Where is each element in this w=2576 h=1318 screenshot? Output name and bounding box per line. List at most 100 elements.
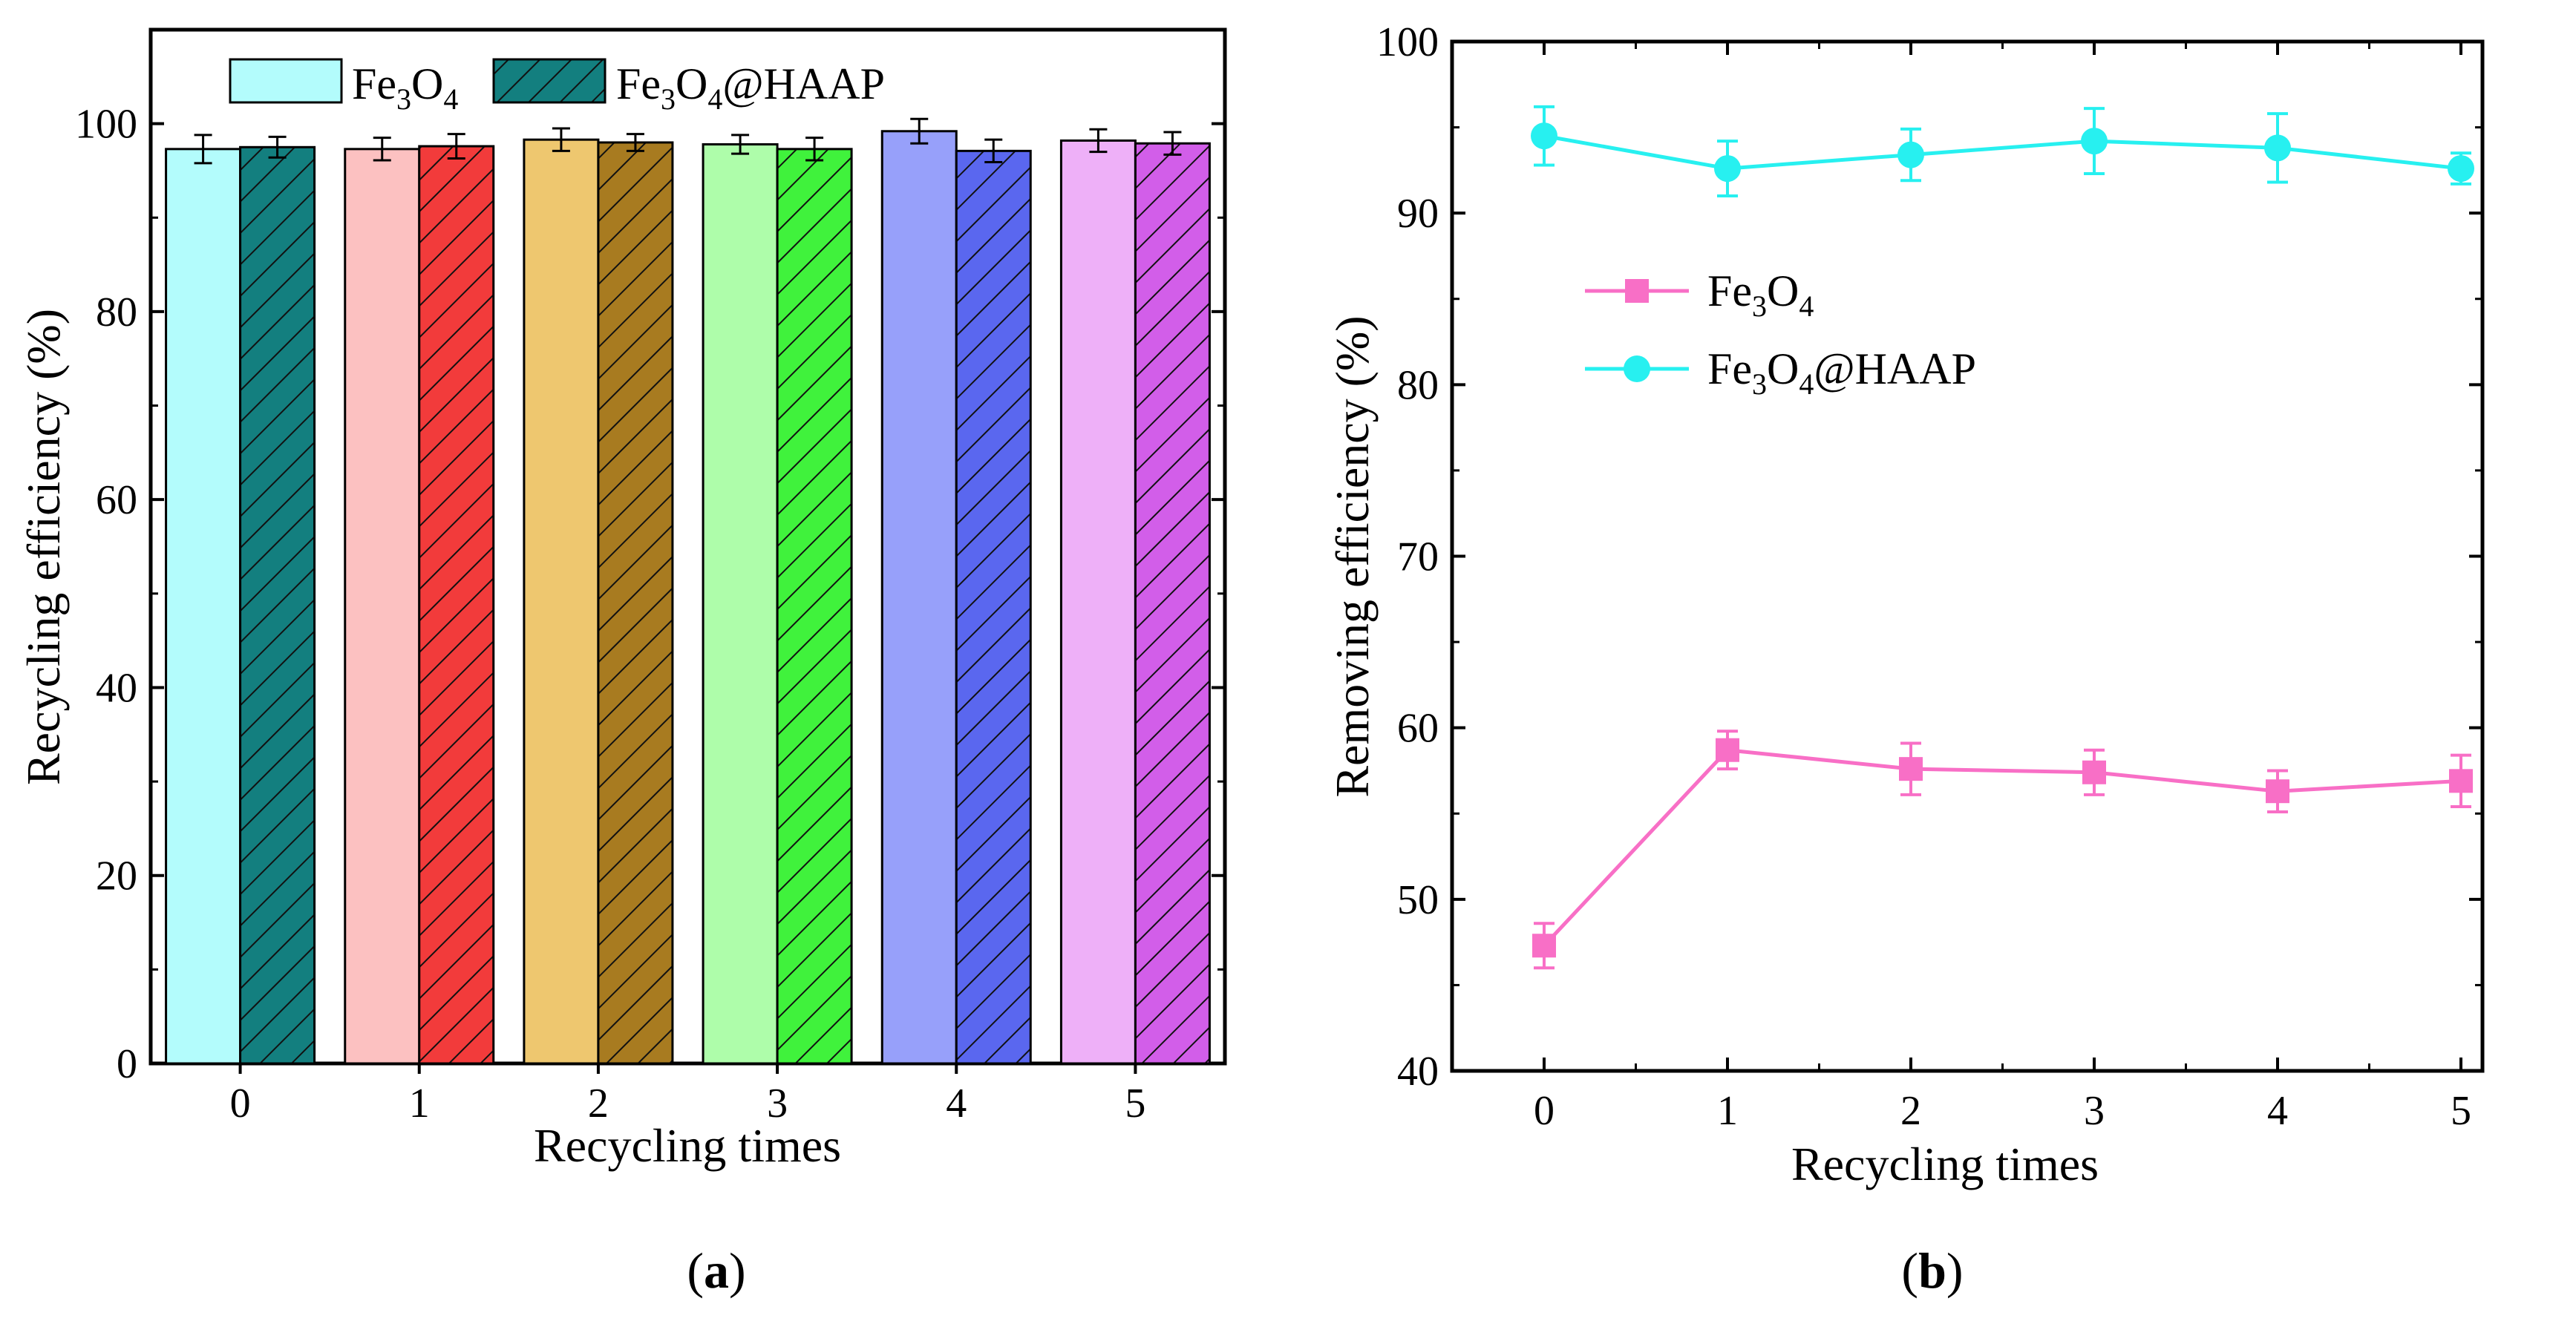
panel-b-marker-square [1532,934,1556,958]
panel-b-legend-label-fe3o4-part: 4 [1799,289,1814,323]
panel-a-y-tick-label: 40 [96,665,137,711]
panel-a-plot-frame [148,27,1227,1066]
panel-b-y-tick-label: 50 [1397,877,1439,923]
panel-a-x-axis: 0 1 2 3 4 5 [230,1063,1145,1127]
panel-a-x-axis-title: Recycling times [534,1119,841,1172]
panel-a-legend-label-fe3o4-haap-part: O [676,59,707,108]
panel-b-legend-label-fe3o4-haap-part: 3 [1752,367,1767,401]
panel-a-bar [239,145,316,1065]
panel-a-bar [523,138,600,1065]
panel-a-x-tick-label: 3 [767,1081,788,1127]
panel-b-marker-square [2266,779,2289,804]
panel-a-y-tick-label: 60 [96,477,137,523]
panel-b-marker-square [2082,760,2106,784]
panel-b-legend-label-fe3o4-part: O [1767,266,1799,315]
panel-b-series-line [1543,748,2462,947]
panel-a-x-tick-label: 5 [1125,1081,1145,1127]
panel-b-marker-circle [2448,155,2474,183]
panel-a-y-tick-label: 0 [117,1041,137,1087]
caption-b-letter: b [1918,1242,1946,1299]
panel-b-legend-marker-square [1625,279,1649,303]
panel-a-legend-label-fe3o4-part: 3 [396,82,411,116]
panel-b-legend-label-fe3o4-haap: Fe3O4@HAAP [1707,344,1976,401]
panel-b-marker-square [1716,738,1739,762]
panel-b-x-tick-label: 3 [2084,1088,2105,1134]
panel-a-legend-label-fe3o4-haap-part: 3 [661,82,676,116]
panel-a-bar [702,142,779,1065]
panel-b-x-tick-label: 0 [1534,1088,1555,1134]
panel-b-legend-label-fe3o4-haap-part: Fe [1707,344,1752,393]
panel-b-legend-label-fe3o4-part: Fe [1707,266,1752,315]
panel-a-legend-label-fe3o4-haap-part: 4 [707,82,722,116]
panel-a-legend-label-fe3o4: Fe3O4 [352,59,458,116]
panel-b-legend-label-fe3o4-haap-part: @HAAP [1814,344,1976,393]
panel-a-legend-swatch-fe3o4 [229,58,343,104]
caption-a: (a) [687,1242,745,1299]
caption-a-open-paren: ( [687,1242,704,1299]
caption-a-close-paren: ) [729,1242,746,1299]
panel-b-y-tick-label: 70 [1397,534,1439,580]
panel-b-y-tick-label: 60 [1397,706,1439,752]
panel-a-x-tick-label: 0 [230,1081,251,1127]
caption-b: (b) [1901,1242,1963,1299]
panel-b-x-tick-label: 2 [1900,1088,1921,1134]
panel-a-bar [955,149,1032,1065]
panel-a-x-tick-label: 2 [588,1081,609,1127]
panel-b-x-tick-label: 5 [2451,1088,2471,1134]
panel-a-legend-label-fe3o4-part: Fe [352,59,396,108]
panel-a-y-tick-label: 80 [96,289,137,335]
panel-a-y-axis-title: Recycling efficiency (%) [17,309,70,785]
panel-b-y-tick-label: 40 [1397,1049,1439,1095]
panel-a-bar [165,148,242,1065]
panel-a-legend-label-fe3o4-part: O [411,59,443,108]
panel-a-y-tick-label: 20 [96,853,137,899]
panel-b-marker-square [2449,769,2473,793]
panel-b-legend-marker-circle [1624,355,1650,382]
panel-b-y-axis: 40 50 60 70 80 90 100 [1376,19,2482,1095]
panel-b-marker-circle [2264,134,2291,162]
panel-b-marker-circle [1531,122,1557,150]
panel-b-series-line [1543,134,2462,171]
panel-a-bars [165,117,1211,1065]
panel-b-x-axis-title: Recycling times [1791,1138,2099,1190]
panel-a-bar [1059,139,1137,1065]
panel-b-legend-label-fe3o4-haap-part: O [1767,344,1799,393]
panel-a-legend-swatch-fe3o4-haap [492,58,607,104]
panel-b-series [1531,105,2474,970]
panel-a-legend-label-fe3o4-haap-part: @HAAP [722,59,885,108]
panel-a-bar [776,148,853,1065]
panel-a-x-tick-label: 4 [946,1081,967,1127]
panel-b-x-tick-label: 4 [2267,1088,2288,1134]
panel-a-bar [880,130,958,1065]
panel-b-legend-label-fe3o4: Fe3O4 [1707,266,1814,323]
panel-b-y-tick-label: 100 [1376,19,1439,65]
panel-b-marker-circle [1897,141,1924,168]
panel-a-legend-label-fe3o4-haap: Fe3O4@HAAP [616,59,885,116]
panel-b-y-axis-title: Removing efficiency (%) [1326,315,1379,797]
panel-b-legend-label-fe3o4-part: 3 [1752,289,1767,323]
caption-a-letter: a [704,1242,729,1299]
panel-b-marker-circle [2081,128,2108,155]
panel-a-bar [418,145,495,1065]
panel-a-bar [597,141,674,1065]
panel-a-legend-label-fe3o4-part: 4 [443,82,458,116]
panel-b-marker-circle [1714,155,1741,183]
panel-a-legend: Fe3O4 Fe3O4@HAAP [229,58,885,116]
panel-b-marker-square [1899,757,1923,781]
panel-a-y-axis: 0 20 40 60 80 100 [75,102,1225,1087]
panel-a-bar [344,148,421,1065]
panel-b-plot-frame [1450,39,2485,1073]
panel-a-x-tick-label: 1 [409,1081,430,1127]
panel-a-y-tick-label: 100 [75,102,137,148]
panel-b-y-tick-label: 90 [1397,191,1439,237]
panel-b-x-tick-label: 1 [1717,1088,1738,1134]
caption-b-open-paren: ( [1901,1242,1918,1299]
panel-a-bar [1134,142,1211,1065]
panel-b-y-tick-label: 80 [1397,362,1439,408]
caption-b-close-paren: ) [1946,1242,1964,1299]
